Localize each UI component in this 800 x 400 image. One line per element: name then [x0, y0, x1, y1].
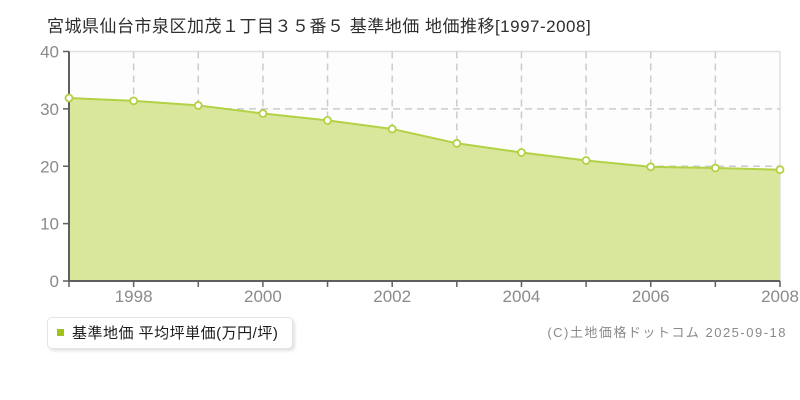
y-tick-label-0: 0 [50, 272, 59, 291]
data-point-1999[interactable] [193, 101, 203, 110]
data-point-2004[interactable] [517, 148, 526, 157]
data-point-1997[interactable] [64, 93, 74, 103]
data-point-2008[interactable] [775, 165, 785, 175]
x-tick-label-1998: 1998 [115, 287, 153, 306]
legend: 基準地価 平均坪単価(万円/坪) [47, 317, 294, 349]
y-tick-label-20: 20 [40, 157, 59, 176]
legend-marker-icon [57, 329, 64, 336]
data-point-2006[interactable] [646, 162, 656, 172]
x-tick-label-2006: 2006 [632, 287, 670, 306]
data-point-2000[interactable] [258, 109, 268, 118]
x-tick-label-2004: 2004 [503, 287, 541, 306]
x-tick-label-2000: 2000 [244, 287, 282, 306]
price-area [69, 97, 780, 281]
data-point-1998[interactable] [129, 96, 139, 106]
y-tick-label-40: 40 [40, 43, 59, 62]
x-tick-label-2002: 2002 [373, 287, 411, 306]
copyright-text: (C)土地価格ドットコム 2025-09-18 [547, 325, 787, 340]
data-point-2007[interactable] [710, 163, 720, 173]
x-tick-label-2008: 2008 [761, 287, 799, 306]
data-point-2002[interactable] [387, 124, 397, 134]
price-line [68, 96, 781, 171]
data-point-2001[interactable] [323, 115, 332, 125]
data-point-2005[interactable] [581, 156, 591, 165]
legend-label: 基準地価 平均坪単価(万円/坪) [72, 325, 279, 342]
y-tick-label-30: 30 [40, 100, 59, 119]
page-title: 宮城県仙台市泉区加茂１丁目３５番５ 基準地価 地価推移[1997-2008] [47, 17, 592, 36]
data-point-2003[interactable] [452, 138, 462, 148]
y-tick-label-10: 10 [40, 215, 59, 234]
